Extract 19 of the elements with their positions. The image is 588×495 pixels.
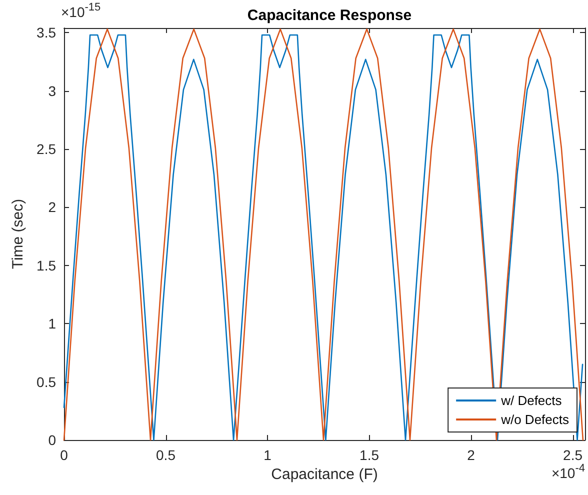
- x-tick-label: 1.5: [360, 447, 380, 463]
- x-tick-label: 0: [60, 447, 68, 463]
- y-axis-title: Time (sec): [10, 198, 27, 270]
- y-tick-label: 1: [48, 316, 56, 332]
- legend-label: w/ Defects: [500, 393, 562, 408]
- y-tick-label: 3.5: [36, 24, 56, 41]
- chart-title: Capacitance Response: [247, 7, 412, 24]
- y-tick-label: 3: [48, 82, 56, 99]
- x-axis-title: Capacitance (F): [271, 466, 378, 483]
- legend-label: w/o Defects: [500, 412, 570, 427]
- y-tick-label: 0.5: [36, 374, 56, 390]
- x-tick-label: 2: [467, 447, 476, 463]
- x-tick-label: 1: [264, 447, 272, 463]
- x-tick-label: 0.5: [156, 447, 176, 463]
- y-tick-label: 1.5: [36, 257, 56, 274]
- y-tick-label: 0: [48, 432, 56, 448]
- y-tick-label: 2.5: [36, 141, 56, 158]
- y-tick-label: 2: [48, 199, 56, 216]
- x-tick-label: 2.5: [563, 447, 583, 463]
